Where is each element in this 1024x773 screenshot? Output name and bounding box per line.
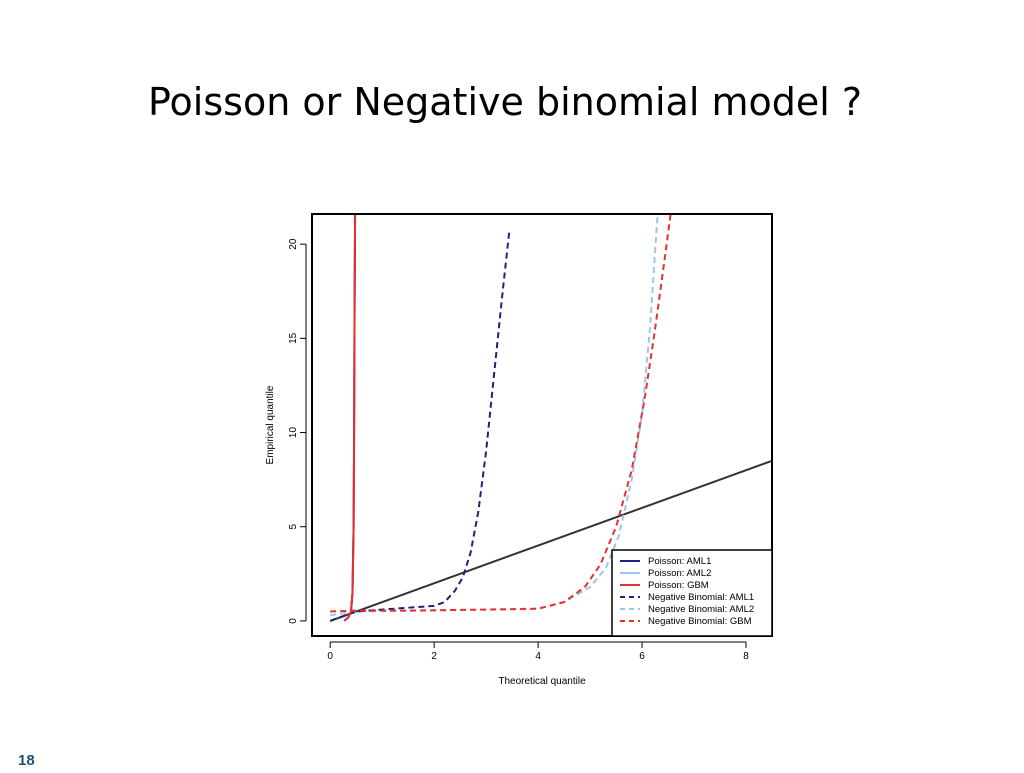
y-tick-label: 15 bbox=[288, 332, 299, 344]
legend-label: Negative Binomial: AML2 bbox=[648, 604, 754, 615]
y-tick-label: 0 bbox=[288, 618, 299, 624]
x-tick-label: 2 bbox=[431, 651, 437, 662]
series-line-4 bbox=[330, 214, 659, 617]
y-axis-label: Empirical quantile bbox=[265, 385, 276, 464]
x-tick-label: 8 bbox=[743, 651, 749, 662]
legend-label: Poisson: AML1 bbox=[648, 556, 711, 567]
x-axis-label: Theoretical quantile bbox=[498, 676, 586, 687]
plot-lines bbox=[329, 214, 772, 622]
legend-label: Poisson: GBM bbox=[648, 580, 709, 591]
legend-label: Negative Binomial: GBM bbox=[648, 616, 752, 627]
legend-label: Poisson: AML2 bbox=[648, 568, 711, 579]
page-number: 18 bbox=[18, 752, 35, 769]
plot-frame bbox=[311, 213, 773, 637]
x-tick-label: 0 bbox=[327, 651, 333, 662]
series-line-2 bbox=[343, 214, 357, 622]
y-tick-label: 5 bbox=[288, 524, 299, 530]
reference-line bbox=[329, 459, 772, 622]
x-tick-label: 6 bbox=[639, 651, 645, 662]
series-line-3 bbox=[329, 228, 511, 622]
y-tick-label: 10 bbox=[288, 427, 299, 439]
y-tick-label: 20 bbox=[288, 238, 299, 250]
x-tick-label: 4 bbox=[535, 651, 541, 662]
series-line-5 bbox=[330, 214, 672, 613]
y-axis: 0 5 10 15 20 bbox=[288, 238, 307, 624]
legend-label: Negative Binomial: AML1 bbox=[648, 592, 754, 603]
x-axis: 0 2 4 6 8 bbox=[327, 641, 749, 662]
legend-box bbox=[611, 549, 773, 637]
slide-title: Poisson or Negative binomial model ? bbox=[148, 80, 863, 124]
